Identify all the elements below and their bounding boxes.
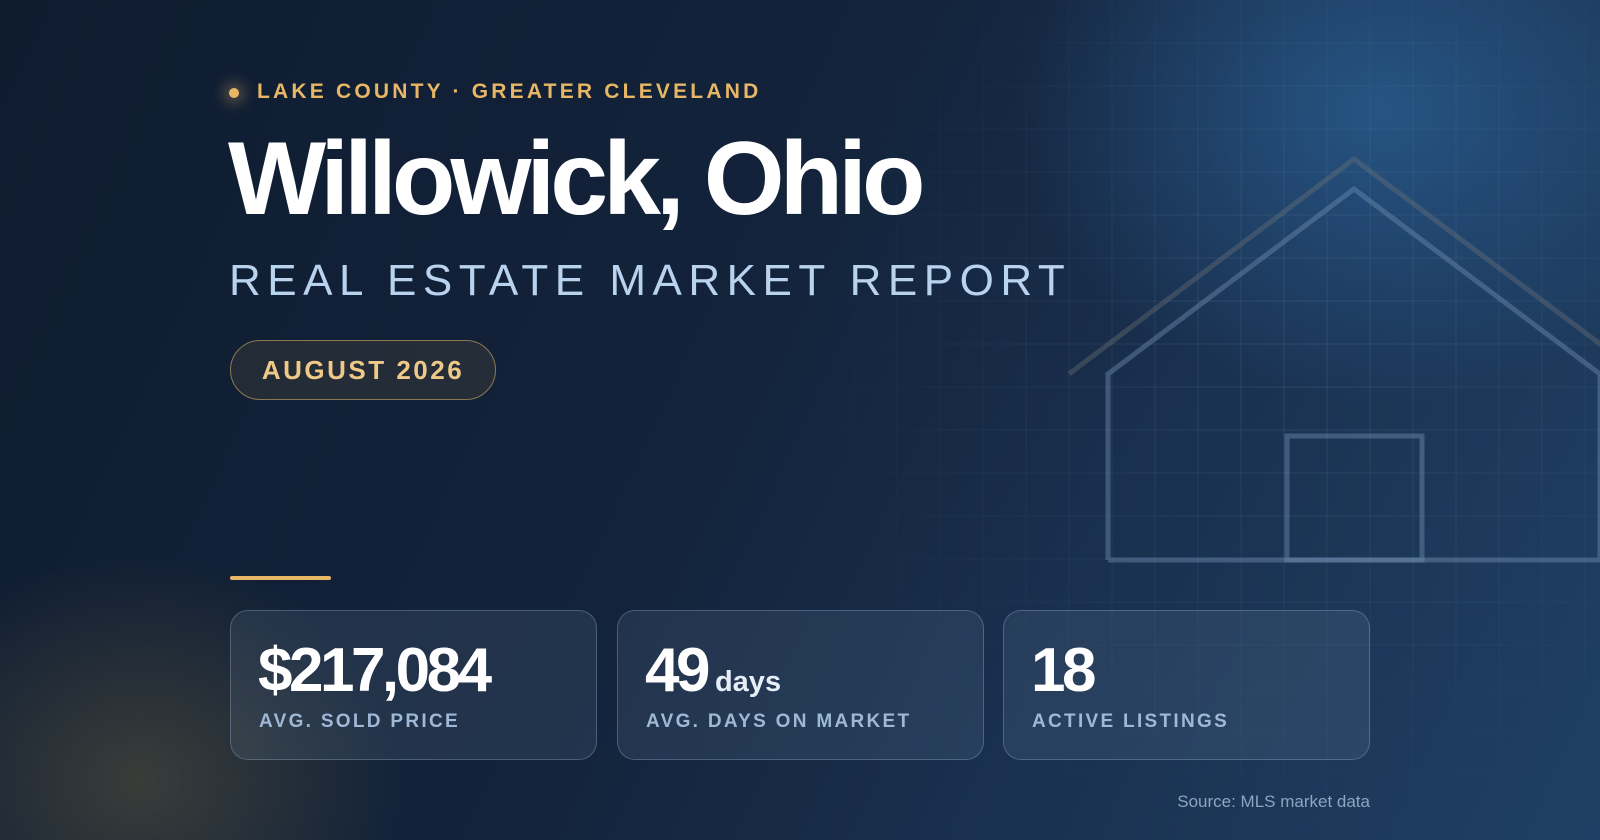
source-note: Source: MLS market data [1177, 792, 1370, 811]
accent-rule [230, 576, 331, 580]
stat-value: $217,084 [258, 636, 492, 705]
date-badge: AUGUST 2026 [230, 340, 496, 400]
stat-card: 18 ACTIVE LISTINGS [1003, 610, 1370, 760]
eyebrow-dot [229, 88, 239, 98]
stat-card: 49 days AVG. DAYS ON MARKET [617, 610, 984, 760]
stat-label: AVG. SOLD PRICE [259, 711, 460, 732]
stat-value: 18 [1031, 636, 1096, 705]
stat-value: 49 [645, 636, 710, 705]
stat-unit: days [714, 666, 782, 698]
stat-value-wrap: 49 days [645, 635, 781, 706]
stat-label: AVG. DAYS ON MARKET [646, 711, 912, 732]
stat-card: $217,084 AVG. SOLD PRICE [230, 610, 597, 760]
title: Willowick, Ohio [228, 121, 926, 237]
eyebrow: LAKE COUNTY · GREATER CLEVELAND [257, 80, 762, 103]
stat-label: ACTIVE LISTINGS [1032, 711, 1230, 732]
subtitle: REAL ESTATE MARKET REPORT [229, 256, 1072, 305]
